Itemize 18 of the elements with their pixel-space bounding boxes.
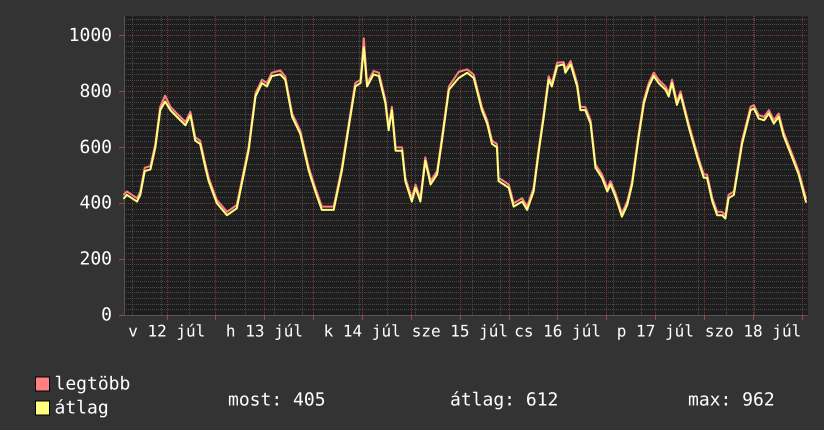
text: max: 962	[688, 390, 775, 410]
y-tick-label: 400	[79, 192, 112, 214]
x-tick-label: k 14 júl	[324, 322, 401, 340]
legend-label: legtöbb	[54, 374, 130, 394]
y-tick-label: 200	[79, 248, 112, 270]
y-tick-label: 800	[79, 80, 112, 102]
x-tick-label: sze 15 júl	[412, 322, 508, 340]
x-tick-label: p 17 júl	[616, 322, 694, 340]
legend-label: átlag	[54, 398, 109, 418]
text: most: 405	[228, 390, 326, 410]
text: átlag: 612	[450, 390, 558, 410]
x-tick-label: h 13 júl	[226, 322, 303, 340]
y-tick-label: 0	[101, 304, 112, 326]
x-tick-label: szo 18 júl	[704, 322, 802, 340]
x-tick-label: v 12 júl	[128, 322, 206, 340]
x-tick-label: cs 16 júl	[514, 322, 601, 340]
y-tick-label: 600	[79, 136, 112, 158]
y-tick-label: 1000	[68, 25, 112, 46]
